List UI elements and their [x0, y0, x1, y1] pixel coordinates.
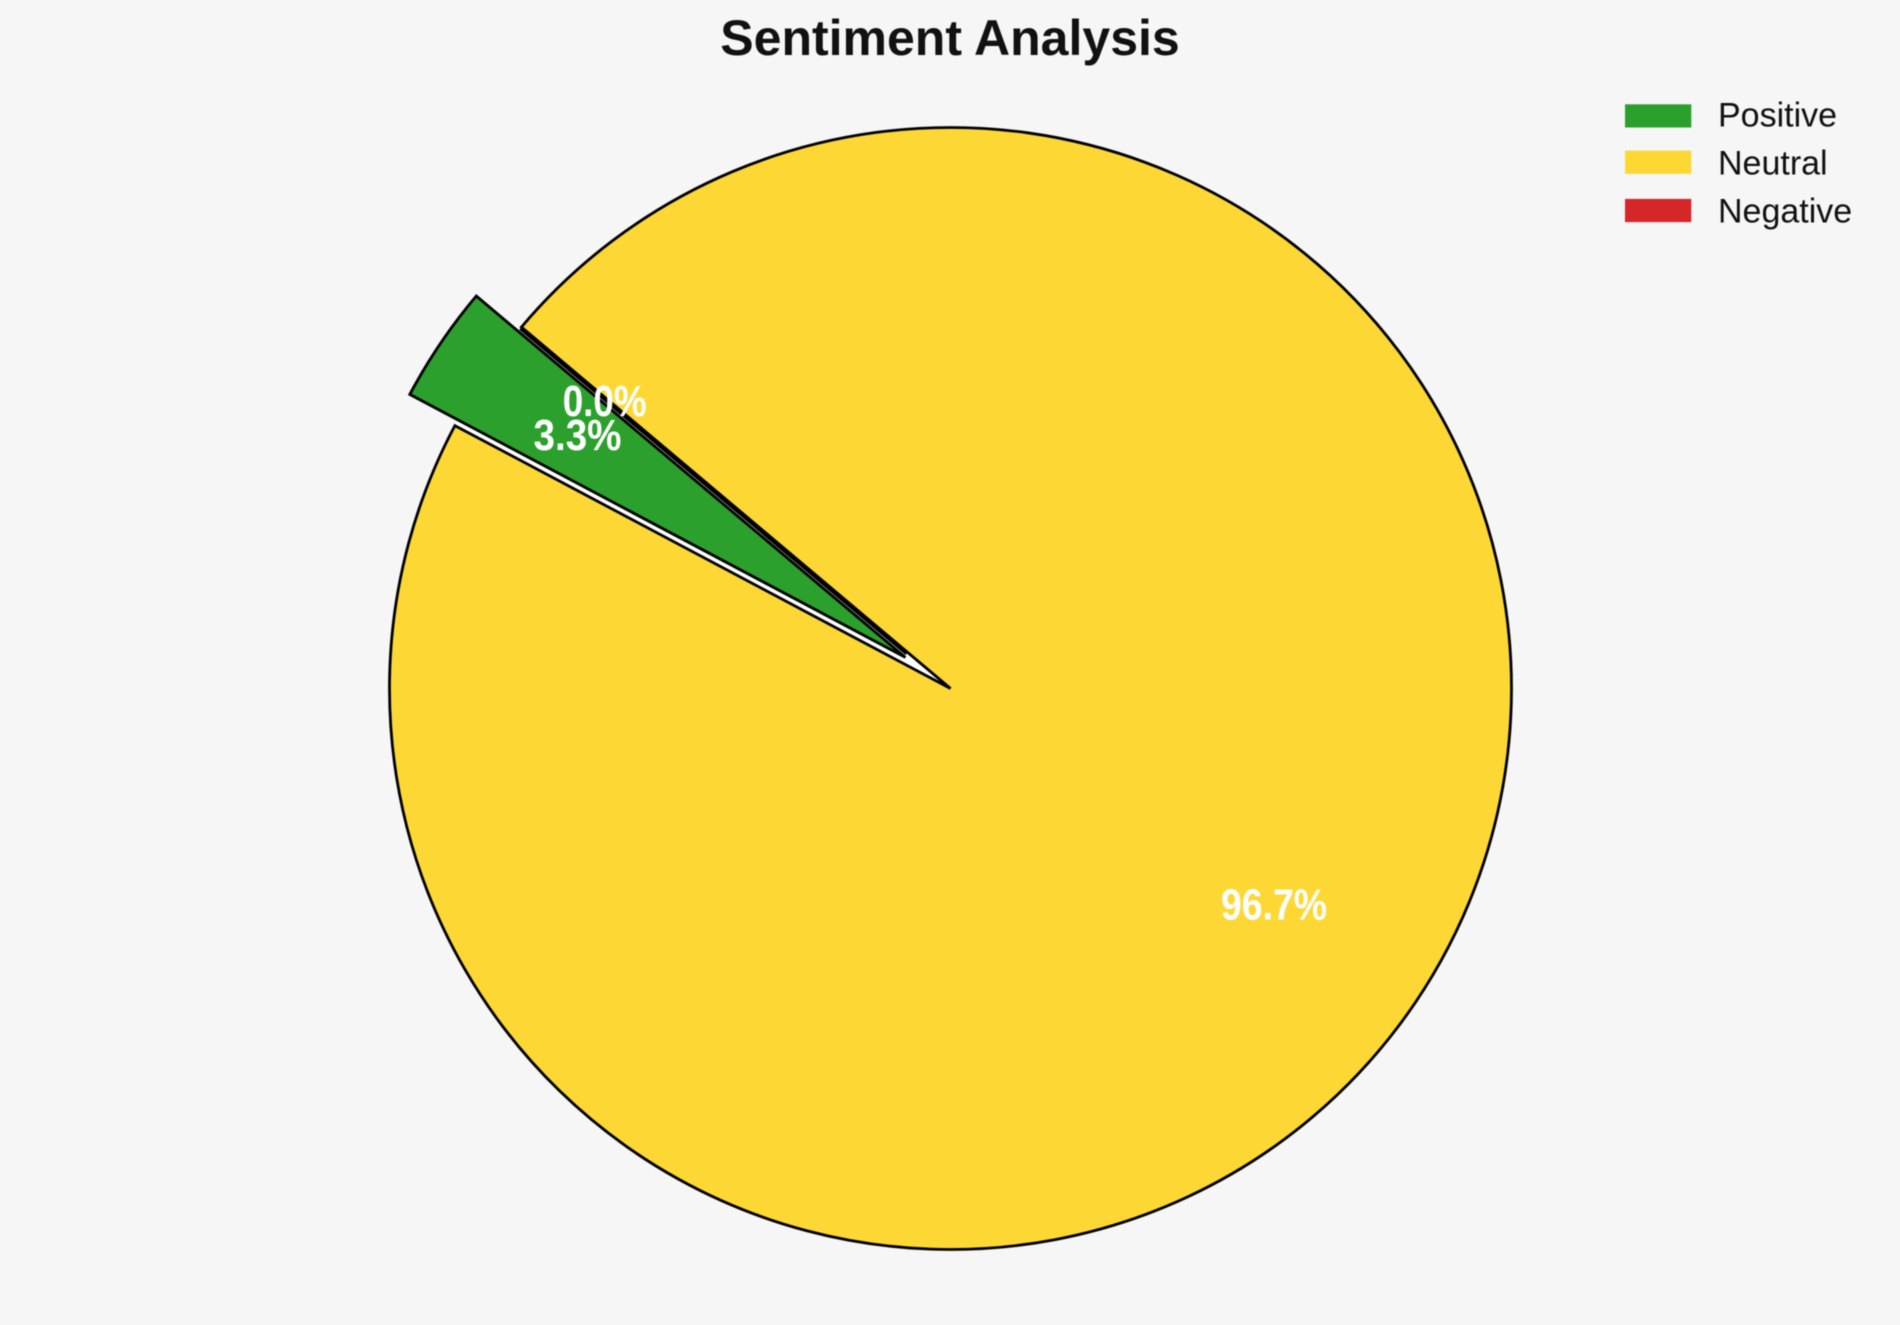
svg-text:Sentiment Analysis: Sentiment Analysis: [720, 10, 1179, 66]
svg-text:Negative: Negative: [1718, 193, 1852, 231]
svg-text:96.7%: 96.7%: [1221, 880, 1327, 929]
svg-text:3.3%: 3.3%: [534, 411, 622, 460]
svg-text:Positive: Positive: [1718, 97, 1837, 135]
svg-text:0.0%: 0.0%: [563, 377, 647, 426]
svg-text:Neutral: Neutral: [1718, 144, 1828, 182]
